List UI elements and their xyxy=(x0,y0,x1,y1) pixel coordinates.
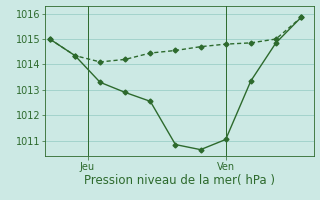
X-axis label: Pression niveau de la mer( hPa ): Pression niveau de la mer( hPa ) xyxy=(84,174,275,187)
